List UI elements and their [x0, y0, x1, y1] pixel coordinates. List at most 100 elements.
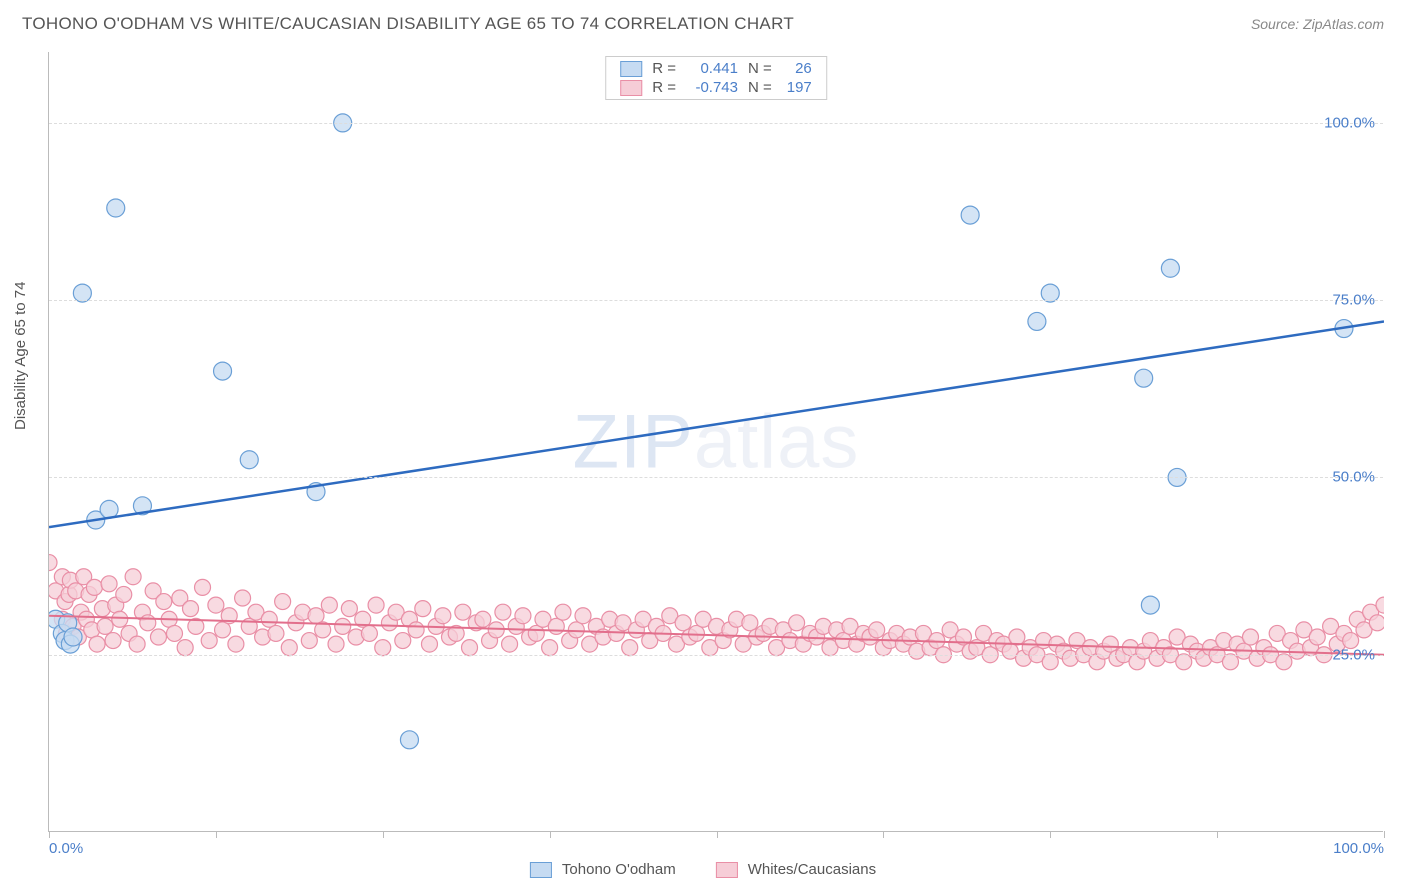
marker-pink	[495, 604, 511, 620]
marker-pink	[408, 622, 424, 638]
marker-pink	[688, 625, 704, 641]
stat-row-blue: R = 0.441 N = 26	[606, 59, 826, 78]
ytick-label: 75.0%	[1332, 292, 1375, 309]
marker-pink	[435, 608, 451, 624]
marker-pink	[208, 597, 224, 613]
marker-pink	[268, 625, 284, 641]
marker-pink	[1222, 654, 1238, 670]
trendline-blue	[49, 321, 1384, 527]
marker-pink	[455, 604, 471, 620]
ytick-label: 100.0%	[1324, 114, 1375, 131]
marker-pink	[195, 579, 211, 595]
marker-pink	[177, 640, 193, 656]
marker-blue	[961, 206, 979, 224]
marker-blue	[107, 199, 125, 217]
marker-blue	[1028, 312, 1046, 330]
n-value-blue: 26	[778, 60, 812, 77]
marker-pink	[101, 576, 117, 592]
marker-pink	[341, 601, 357, 617]
marker-blue	[214, 362, 232, 380]
legend-label-pink: Whites/Caucasians	[748, 861, 876, 878]
marker-pink	[421, 636, 437, 652]
marker-pink	[548, 618, 564, 634]
xtick-label: 100.0%	[1333, 840, 1384, 857]
marker-blue	[240, 451, 258, 469]
plot-area: ZIPatlas R = 0.441 N = 26 R = -0.743 N =…	[48, 52, 1383, 832]
legend-swatch-pink	[716, 862, 738, 878]
marker-pink	[129, 636, 145, 652]
marker-pink	[49, 555, 57, 571]
marker-pink	[275, 594, 291, 610]
legend-item-pink: Whites/Caucasians	[716, 861, 876, 878]
marker-pink	[105, 633, 121, 649]
stat-row-pink: R = -0.743 N = 197	[606, 78, 826, 97]
swatch-blue	[620, 61, 642, 77]
scatter-svg	[49, 52, 1384, 832]
marker-pink	[156, 594, 172, 610]
marker-pink	[281, 640, 297, 656]
marker-blue	[1135, 369, 1153, 387]
marker-pink	[375, 640, 391, 656]
marker-pink	[166, 625, 182, 641]
marker-pink	[150, 629, 166, 645]
marker-pink	[328, 636, 344, 652]
marker-pink	[415, 601, 431, 617]
marker-pink	[261, 611, 277, 627]
marker-pink	[201, 633, 217, 649]
marker-blue	[1141, 596, 1159, 614]
marker-pink	[515, 608, 531, 624]
ytick-label: 25.0%	[1332, 646, 1375, 663]
marker-pink	[1243, 629, 1259, 645]
r-value-pink: -0.743	[682, 79, 738, 96]
marker-pink	[1276, 654, 1292, 670]
marker-pink	[368, 597, 384, 613]
y-axis-label: Disability Age 65 to 74	[12, 282, 29, 430]
marker-pink	[301, 633, 317, 649]
marker-pink	[542, 640, 558, 656]
marker-pink	[462, 640, 478, 656]
marker-blue	[64, 628, 82, 646]
source-label: Source: ZipAtlas.com	[1251, 16, 1384, 32]
n-value-pink: 197	[778, 79, 812, 96]
header: TOHONO O'ODHAM VS WHITE/CAUCASIAN DISABI…	[0, 0, 1406, 40]
marker-pink	[1369, 615, 1384, 631]
r-value-blue: 0.441	[682, 60, 738, 77]
marker-pink	[675, 615, 691, 631]
marker-pink	[86, 579, 102, 595]
xtick-label: 0.0%	[49, 840, 83, 857]
marker-pink	[1176, 654, 1192, 670]
marker-pink	[528, 625, 544, 641]
marker-pink	[575, 608, 591, 624]
marker-pink	[361, 625, 377, 641]
marker-blue	[400, 731, 418, 749]
marker-pink	[116, 586, 132, 602]
marker-pink	[622, 640, 638, 656]
marker-pink	[235, 590, 251, 606]
chart-title: TOHONO O'ODHAM VS WHITE/CAUCASIAN DISABI…	[22, 14, 794, 34]
marker-pink	[502, 636, 518, 652]
marker-pink	[140, 615, 156, 631]
marker-pink	[742, 615, 758, 631]
marker-pink	[869, 622, 885, 638]
legend-swatch-blue	[530, 862, 552, 878]
marker-pink	[228, 636, 244, 652]
marker-pink	[395, 633, 411, 649]
ytick-label: 50.0%	[1332, 469, 1375, 486]
stat-legend: R = 0.441 N = 26 R = -0.743 N = 197	[605, 56, 827, 100]
marker-pink	[308, 608, 324, 624]
marker-pink	[1009, 629, 1025, 645]
marker-pink	[97, 618, 113, 634]
marker-pink	[568, 622, 584, 638]
marker-pink	[321, 597, 337, 613]
marker-pink	[112, 611, 128, 627]
bottom-legend: Tohono O'odham Whites/Caucasians	[530, 861, 876, 878]
marker-pink	[789, 615, 805, 631]
marker-pink	[1102, 636, 1118, 652]
marker-pink	[555, 604, 571, 620]
marker-pink	[475, 611, 491, 627]
marker-pink	[1042, 654, 1058, 670]
marker-pink	[215, 622, 231, 638]
marker-pink	[183, 601, 199, 617]
legend-label-blue: Tohono O'odham	[562, 861, 676, 878]
marker-pink	[1309, 629, 1325, 645]
